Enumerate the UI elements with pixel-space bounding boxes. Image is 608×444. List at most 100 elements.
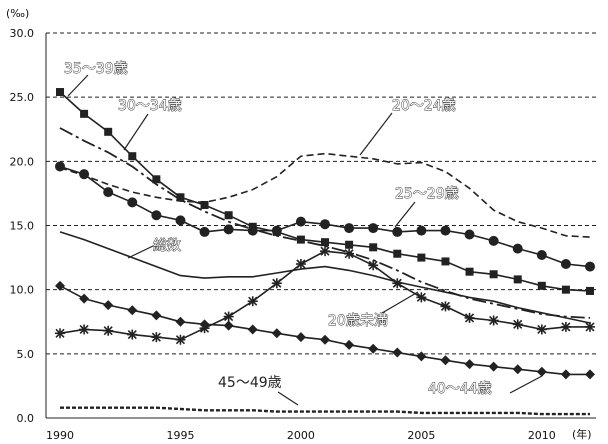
circle-marker — [175, 215, 186, 226]
circle-marker — [392, 226, 403, 237]
circle-marker — [127, 197, 138, 208]
asterisk-marker — [560, 321, 571, 332]
asterisk-marker — [368, 260, 379, 271]
diamond-marker — [512, 364, 523, 375]
diamond-marker — [416, 351, 427, 362]
y-tick-label: 20.0 — [10, 155, 35, 168]
series-label: 40〜44歳 — [428, 381, 492, 397]
diamond-marker — [344, 339, 355, 350]
circle-marker — [416, 225, 427, 236]
diamond-marker — [295, 332, 306, 343]
circle-marker — [560, 259, 571, 269]
axes: 0.0 5.0 10.0 15.0 20.0 25.0 30.0 1990 1995 2000 20… — [10, 27, 596, 442]
square-marker — [465, 267, 474, 276]
asterisk-marker — [512, 319, 523, 330]
asterisk-marker — [440, 301, 451, 312]
square-marker — [176, 193, 185, 202]
circle-marker — [79, 169, 90, 180]
asterisk-marker — [536, 324, 547, 335]
circle-marker — [440, 225, 451, 236]
asterisk-marker — [488, 315, 499, 326]
square-marker — [537, 281, 546, 290]
square-marker — [513, 275, 522, 284]
x-tick-label: 2010 — [528, 429, 556, 442]
asterisk-marker — [320, 246, 330, 257]
diamond-marker — [151, 310, 162, 321]
square-marker — [489, 270, 498, 279]
leader-line — [67, 74, 89, 97]
diamond-marker — [247, 324, 258, 335]
circle-marker — [199, 226, 210, 237]
circle-marker — [271, 225, 282, 236]
series-line — [59, 231, 591, 324]
square-marker — [417, 253, 426, 262]
diamond-marker — [55, 280, 65, 291]
series-label: 25〜29歳 — [395, 186, 459, 202]
leader-line — [277, 391, 299, 406]
leader-line — [123, 113, 149, 151]
diamond-marker — [127, 305, 138, 316]
square-marker — [393, 249, 402, 258]
series-label: 30〜34歳 — [118, 98, 182, 114]
asterisk-marker — [175, 334, 186, 345]
diamond-marker — [199, 319, 210, 330]
square-marker — [296, 235, 305, 244]
asterisk-marker — [295, 259, 306, 269]
series-line — [59, 285, 590, 376]
x-tick-label: 2000 — [287, 429, 315, 442]
circle-marker — [151, 210, 162, 221]
diamond-marker — [440, 355, 451, 366]
circle-marker — [488, 235, 499, 246]
square-marker — [369, 243, 378, 252]
circle-marker — [103, 187, 114, 198]
diamond-marker — [488, 361, 499, 372]
square-marker — [104, 127, 113, 136]
asterisk-marker — [585, 321, 595, 332]
series-1 — [59, 127, 591, 319]
square-marker — [345, 240, 354, 249]
square-marker — [56, 88, 64, 97]
x-axis-unit: (年) — [572, 427, 592, 441]
series-line — [60, 406, 590, 416]
square-marker — [561, 285, 570, 294]
diamond-marker — [175, 316, 186, 327]
asterisk-marker — [392, 278, 403, 289]
circle-marker — [295, 216, 306, 227]
diamond-marker — [320, 334, 330, 345]
series-label: 20歳未満 — [328, 313, 388, 329]
circle-marker — [585, 261, 595, 272]
circle-marker — [344, 223, 355, 234]
diamond-marker — [368, 343, 379, 354]
y-tick-label: 10.0 — [10, 284, 35, 297]
series-6 — [55, 280, 595, 380]
y-axis-unit: (‰) — [6, 7, 29, 20]
asterisk-marker — [151, 332, 162, 343]
leader-line — [127, 245, 154, 259]
x-tick-label: 1990 — [46, 429, 74, 442]
series-5 — [55, 246, 595, 345]
series-7 — [60, 406, 590, 416]
square-marker — [321, 238, 329, 247]
y-tick-label: 25.0 — [10, 91, 35, 104]
circle-marker — [55, 161, 65, 172]
series-line — [59, 127, 591, 319]
y-tick-label: 5.0 — [17, 348, 35, 361]
asterisk-marker — [223, 311, 234, 322]
asterisk-marker — [464, 312, 475, 323]
square-marker — [441, 257, 450, 266]
asterisk-marker — [79, 324, 90, 335]
square-marker — [152, 175, 161, 184]
diamond-marker — [79, 293, 90, 304]
circle-marker — [512, 243, 523, 254]
asterisk-marker — [344, 248, 355, 259]
x-tick-label: 1995 — [166, 429, 194, 442]
diamond-marker — [585, 369, 595, 380]
diamond-marker — [392, 347, 403, 358]
x-tick-label: 2005 — [407, 429, 435, 442]
diamond-marker — [271, 328, 282, 339]
square-marker — [128, 152, 137, 161]
diamond-marker — [464, 359, 475, 370]
asterisk-marker — [247, 296, 258, 307]
